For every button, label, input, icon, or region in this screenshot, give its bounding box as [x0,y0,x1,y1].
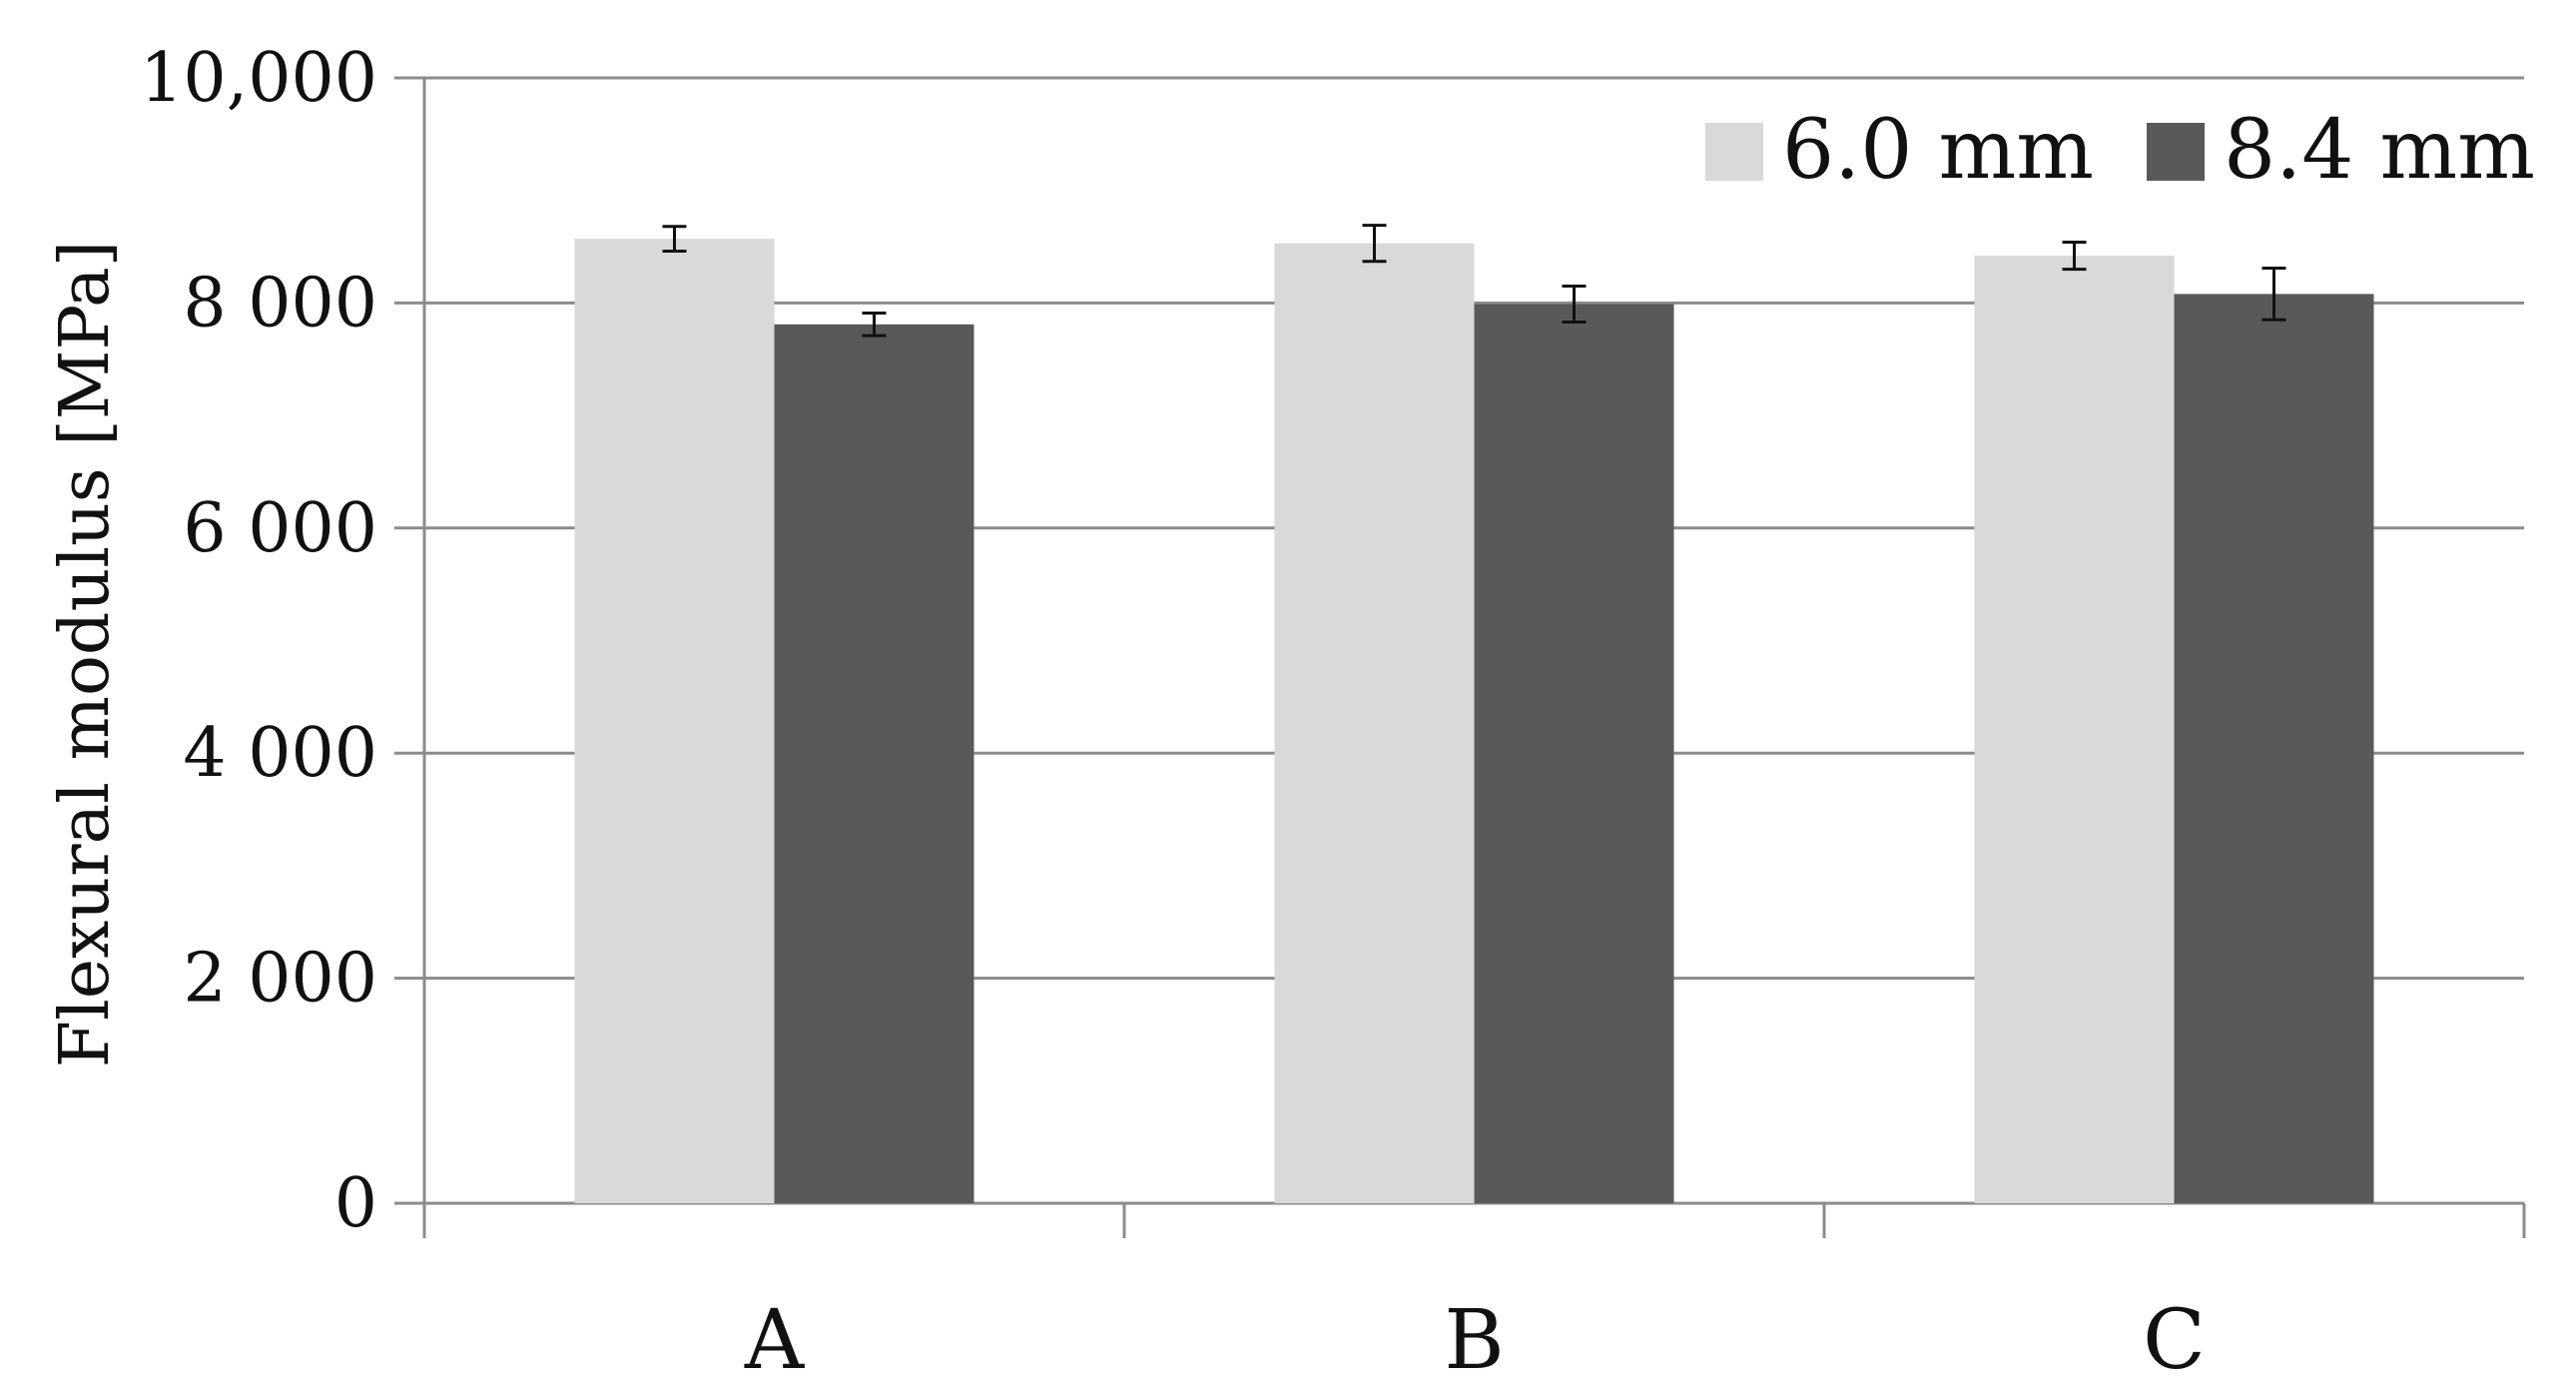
bar-C-8.4mm [2174,294,2374,1203]
y-tick-label: 8 000 [183,264,377,343]
bar-A-6.0mm [574,239,775,1203]
bar-B-6.0mm [1274,243,1475,1203]
error-bar [662,225,687,254]
y-tick-label: 2 000 [183,940,377,1019]
bar-C-6.0mm [1974,256,2175,1203]
legend-swatch [1705,123,1763,181]
category-labels: A B C [744,1293,2206,1388]
x-category-label: B [1444,1293,1504,1388]
error-bar [2261,266,2286,322]
bars [574,239,2374,1204]
y-tick-label: 0 [334,1164,377,1243]
y-axis-label: Flexural modulus [MPa] [46,241,125,1067]
legend: 6.0 mm 8.4 mm [1705,103,2535,198]
error-bar [1362,224,1387,264]
x-category-label: C [2143,1293,2206,1388]
x-category-label: A [744,1293,806,1388]
bar-A-8.4mm [774,324,974,1203]
legend-label: 8.4 mm [2224,103,2535,198]
legend-item: 6.0 mm [1705,103,2094,198]
legend-item: 8.4 mm [2147,103,2535,198]
y-tick-label: 4 000 [183,714,377,793]
error-bar [1562,284,1587,325]
bar-B-8.4mm [1474,304,1674,1204]
error-bar [2062,241,2087,272]
y-tick-label: 6 000 [183,489,377,568]
error-bar [862,312,887,338]
legend-swatch [2147,123,2205,181]
y-tick-labels: 0 2 000 4 000 6 000 8 000 10,000 [140,39,377,1243]
legend-label: 6.0 mm [1782,103,2094,198]
error-bars [662,224,2286,338]
y-tick-label: 10,000 [140,39,377,118]
